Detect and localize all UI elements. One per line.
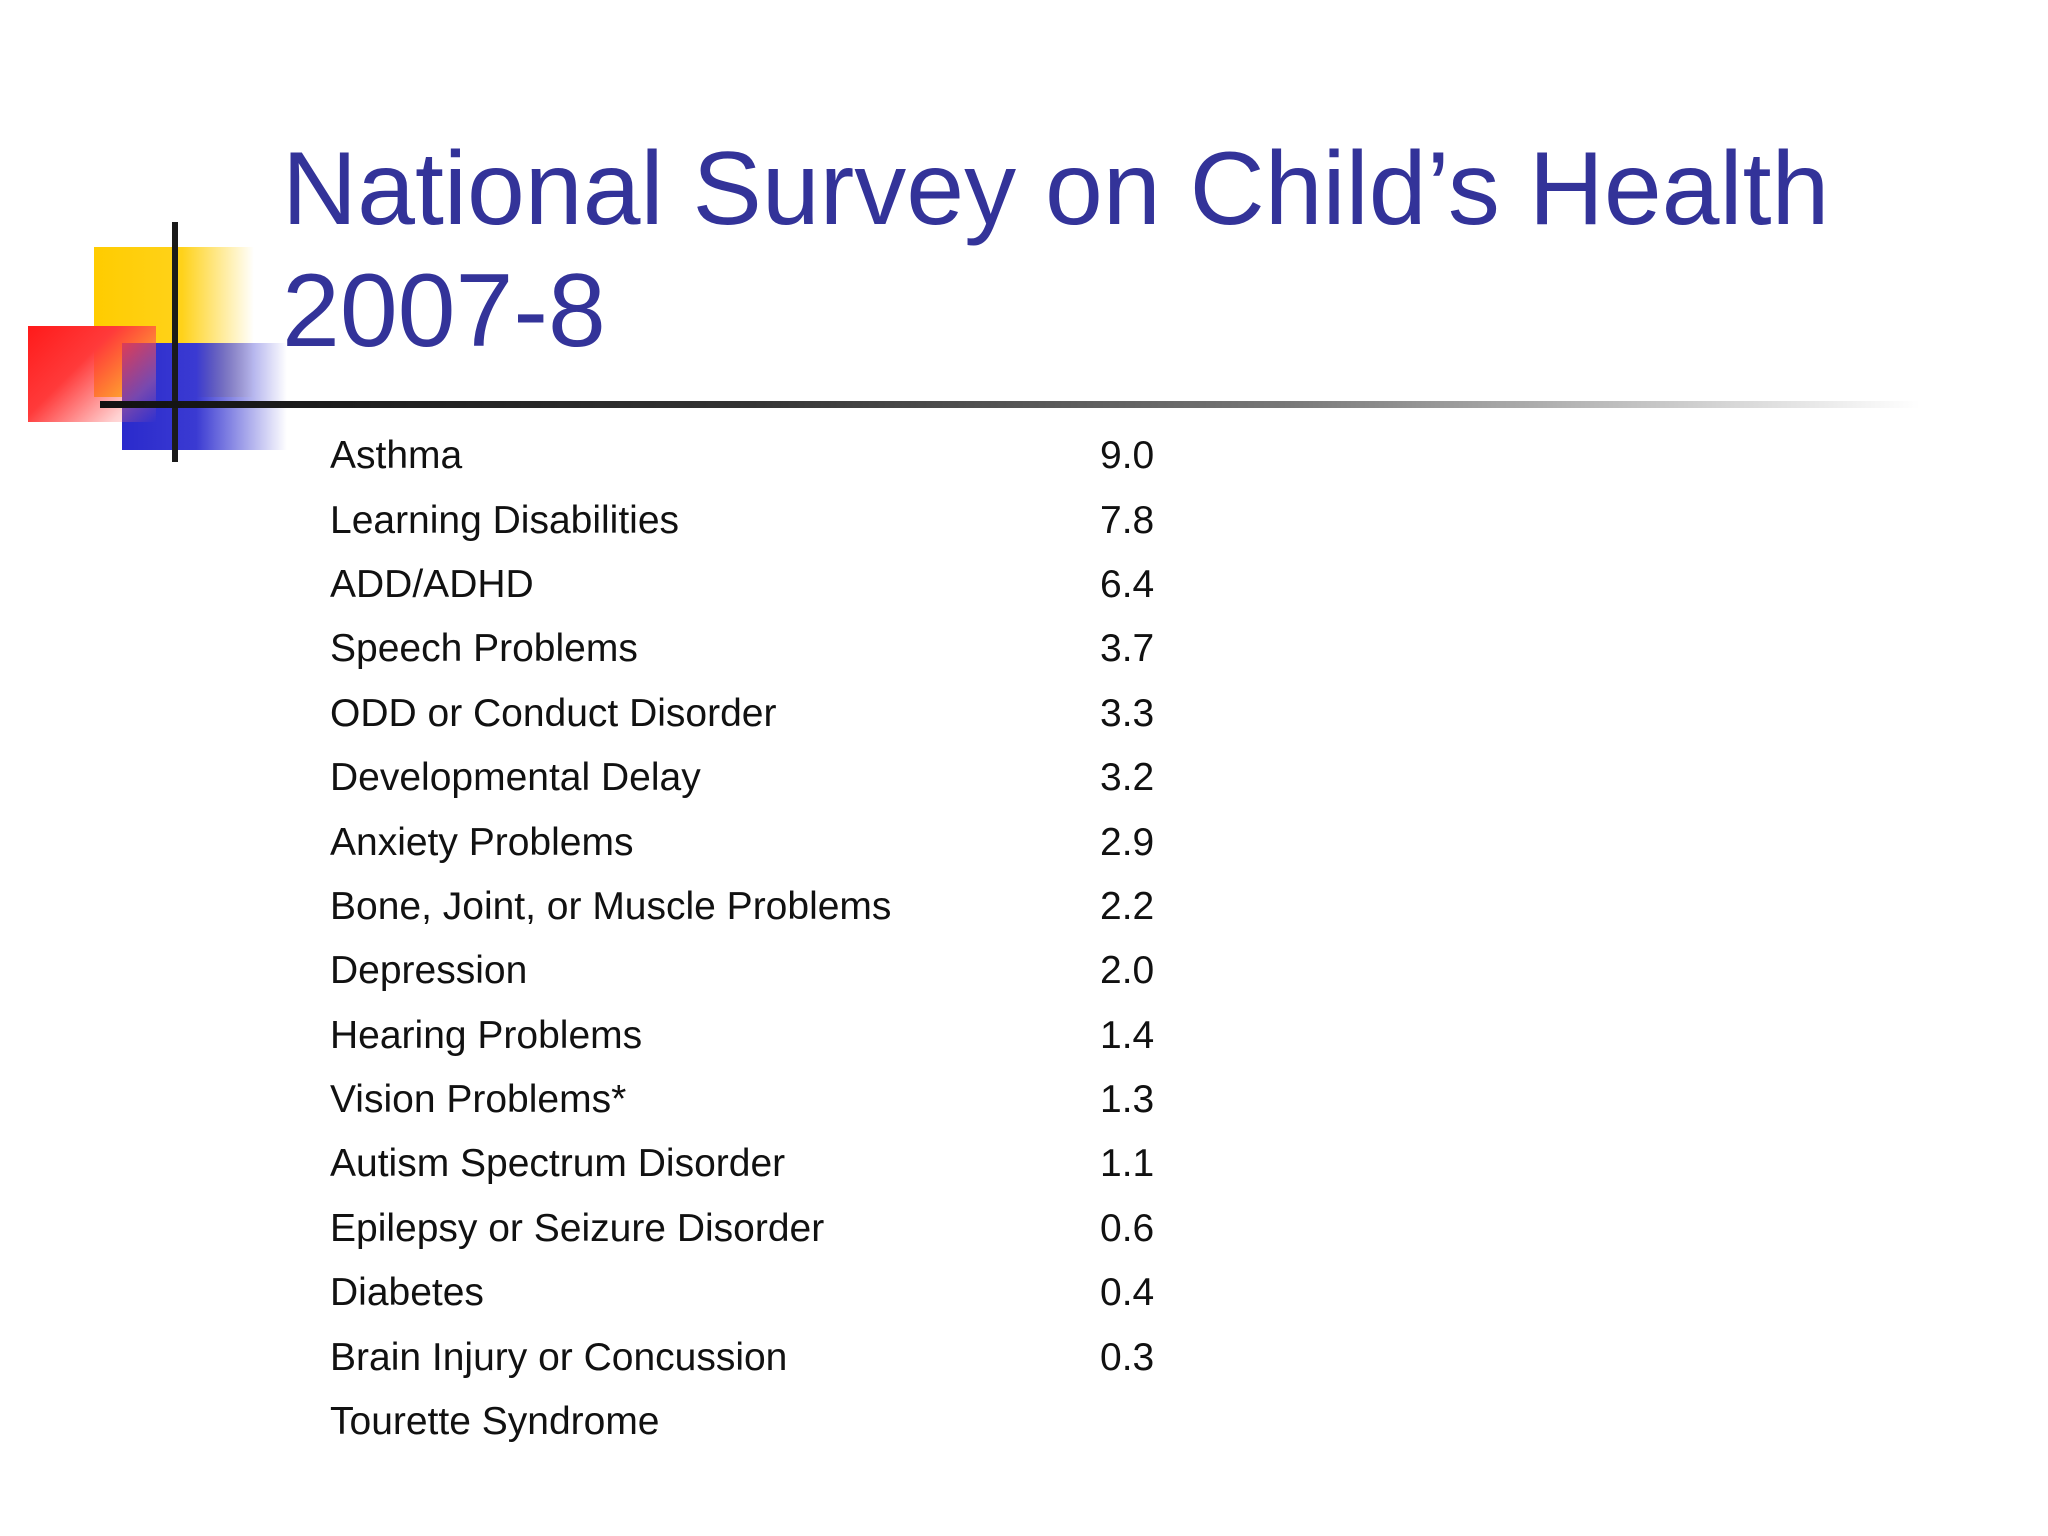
table-row: Asthma 9.0 <box>330 424 1230 488</box>
table-row: Anxiety Problems 2.9 <box>330 810 1230 874</box>
table-row: Diabetes 0.4 <box>330 1261 1230 1325</box>
decorative-logo-blocks <box>0 0 320 500</box>
condition-value: 3.2 <box>1100 756 1155 800</box>
slide-title: National Survey on Child’s Health 2007-8 <box>282 128 1982 372</box>
table-row: ADD/ADHD 6.4 <box>330 553 1230 617</box>
title-underline-rule <box>100 401 1920 408</box>
table-row: Vision Problems* 1.3 <box>330 1068 1230 1132</box>
condition-value: 2.9 <box>1100 820 1155 864</box>
condition-value: 6.4 <box>1100 562 1155 606</box>
vertical-line-decoration <box>172 222 178 462</box>
table-row: Depression 2.0 <box>330 939 1230 1003</box>
condition-label: Depression <box>330 949 528 993</box>
condition-label: Developmental Delay <box>330 756 701 800</box>
table-row: Brain Injury or Concussion 0.3 <box>330 1325 1230 1389</box>
condition-label: Hearing Problems <box>330 1013 643 1057</box>
table-row: Hearing Problems 1.4 <box>330 1004 1230 1068</box>
table-row: Tourette Syndrome <box>330 1390 1230 1454</box>
condition-label: Vision Problems* <box>330 1078 627 1122</box>
table-row: Learning Disabilities 7.8 <box>330 488 1230 552</box>
condition-label: Anxiety Problems <box>330 820 634 864</box>
condition-prevalence-table: Asthma 9.0 Learning Disabilities 7.8 ADD… <box>330 424 1230 1454</box>
condition-value: 9.0 <box>1100 434 1155 478</box>
condition-label: Speech Problems <box>330 627 638 671</box>
condition-value: 2.2 <box>1100 884 1155 928</box>
condition-label: Learning Disabilities <box>330 498 680 542</box>
slide-title-line-2: 2007-8 <box>282 253 606 369</box>
condition-label: Asthma <box>330 434 463 478</box>
condition-value: 7.8 <box>1100 498 1155 542</box>
condition-value: 0.4 <box>1100 1271 1155 1315</box>
table-row: Epilepsy or Seizure Disorder 0.6 <box>330 1197 1230 1261</box>
table-row: Autism Spectrum Disorder 1.1 <box>330 1132 1230 1196</box>
table-row: Developmental Delay 3.2 <box>330 746 1230 810</box>
condition-label: ODD or Conduct Disorder <box>330 691 777 735</box>
table-row: Bone, Joint, or Muscle Problems 2.2 <box>330 875 1230 939</box>
condition-value: 3.7 <box>1100 627 1155 671</box>
condition-label: Bone, Joint, or Muscle Problems <box>330 884 892 928</box>
condition-label: Brain Injury or Concussion <box>330 1335 788 1379</box>
condition-value: 2.0 <box>1100 949 1155 993</box>
condition-value: 0.3 <box>1100 1335 1155 1379</box>
condition-label: Diabetes <box>330 1271 484 1315</box>
condition-label: Tourette Syndrome <box>330 1400 660 1444</box>
condition-label: ADD/ADHD <box>330 562 534 606</box>
slide-title-line-1: National Survey on Child’s Health <box>282 131 1830 247</box>
condition-value: 1.3 <box>1100 1078 1155 1122</box>
table-row: Speech Problems 3.7 <box>330 617 1230 681</box>
condition-value: 1.1 <box>1100 1142 1155 1186</box>
condition-label: Autism Spectrum Disorder <box>330 1142 786 1186</box>
condition-value: 1.4 <box>1100 1013 1155 1057</box>
condition-value: 0.6 <box>1100 1206 1155 1250</box>
condition-value: 3.3 <box>1100 691 1155 735</box>
table-row: ODD or Conduct Disorder 3.3 <box>330 682 1230 746</box>
condition-label: Epilepsy or Seizure Disorder <box>330 1206 825 1250</box>
